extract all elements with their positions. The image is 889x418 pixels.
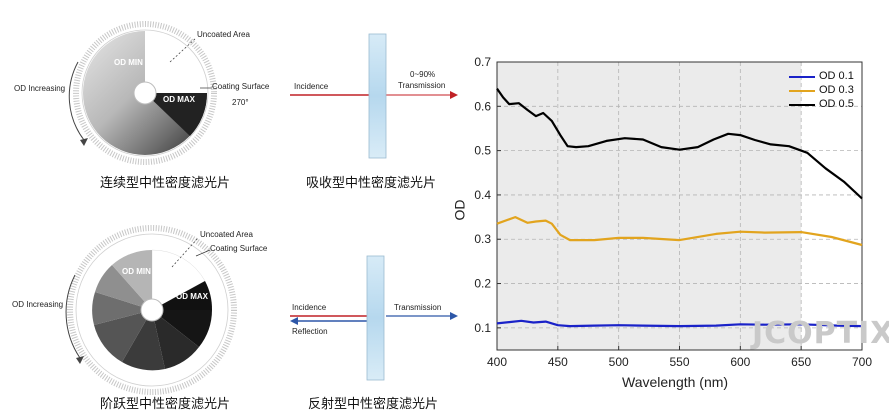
x-tick-label: 550 [669, 355, 689, 369]
absorptive-range-label: 0~90% [410, 70, 436, 79]
stepped-uncoated-label: Uncoated Area [200, 230, 253, 239]
absorptive-filter-plate [368, 33, 387, 159]
y-tick-label: 0.2 [474, 277, 491, 291]
shaded-region [497, 62, 802, 350]
legend-entry: OD 0.5 [783, 98, 863, 112]
absorptive-transmission-label: Transmission [398, 81, 446, 90]
stepped-wheel-graphic [65, 225, 237, 395]
absorptive-incidence-label: Incidence [294, 82, 329, 91]
x-tick-label: 400 [487, 355, 507, 369]
x-tick-label: 500 [609, 355, 629, 369]
y-tick-label: 0.3 [474, 232, 491, 246]
continuous-od-increasing-label: OD Increasing [14, 84, 66, 93]
stepped-caption: 阶跃型中性密度滤光片 [100, 397, 231, 412]
legend-label: OD 0.5 [819, 98, 854, 110]
stepped-od-max-label: OD MAX [176, 292, 208, 301]
stepped-coating-label: Coating Surface [210, 244, 268, 253]
jcoptix-watermark: JCOPTIX [752, 316, 889, 351]
chart-legend: OD 0.1 OD 0.3 OD 0.5 [783, 70, 863, 112]
continuous-coating-label: Coating Surface [212, 82, 270, 91]
absorptive-caption: 吸收型中性密度滤光片 [306, 176, 437, 191]
stepped-od-min-label: OD MIN [122, 267, 151, 276]
x-tick-label: 600 [730, 355, 750, 369]
stepped-nd-diagram: Uncoated Area Coating Surface OD MIN OD … [0, 210, 290, 418]
reflective-incidence-label: Incidence [292, 303, 327, 312]
legend-entry: OD 0.1 [783, 70, 863, 84]
x-tick-label: 700 [852, 355, 872, 369]
continuous-nd-diagram: Uncoated Area OD MIN OD MAX Coating Surf… [0, 0, 290, 200]
y-tick-label: 0.5 [474, 144, 491, 158]
chart-x-label: Wavelength (nm) [622, 374, 729, 390]
reflective-beam-graphic [290, 255, 458, 381]
reflective-nd-diagram: Incidence Transmission Reflection 反射型中性密… [290, 210, 460, 418]
continuous-od-max-label: OD MAX [163, 95, 195, 104]
legend-swatch [789, 76, 815, 78]
y-tick-label: 0.4 [474, 188, 491, 202]
stepped-od-increasing-label: OD Increasing [12, 300, 64, 309]
y-tick-label: 0.1 [474, 321, 491, 335]
continuous-tick-ring [73, 21, 217, 165]
legend-swatch [789, 104, 815, 106]
legend-swatch [789, 90, 815, 92]
y-tick-label: 0.7 [474, 55, 491, 69]
legend-label: OD 0.3 [819, 84, 854, 96]
continuous-wheel-graphic [68, 21, 217, 165]
reflective-transmission-label: Transmission [394, 303, 442, 312]
x-tick-label: 650 [791, 355, 811, 369]
continuous-od-min-label: OD MIN [114, 58, 143, 67]
absorptive-beam-graphic [290, 33, 458, 159]
continuous-uncoated-label: Uncoated Area [197, 30, 250, 39]
continuous-od-arrow [68, 61, 85, 141]
x-tick-label: 450 [548, 355, 568, 369]
y-tick-label: 0.6 [474, 99, 491, 113]
reflective-filter-plate [366, 255, 385, 381]
stepped-od-arrow [65, 274, 81, 359]
reflective-caption: 反射型中性密度滤光片 [308, 397, 439, 412]
continuous-angle-label: 270° [232, 98, 249, 107]
absorptive-nd-diagram: Incidence 0~90% Transmission 吸收型中性密度滤光片 [290, 0, 460, 200]
chart-y-label: OD [451, 199, 468, 221]
series-line-od-0-3 [496, 216, 863, 247]
legend-label: OD 0.1 [819, 70, 854, 82]
reflective-reflection-label: Reflection [292, 327, 328, 336]
stepped-sectors [92, 249, 213, 371]
continuous-caption: 连续型中性密度滤光片 [100, 176, 231, 191]
legend-entry: OD 0.3 [783, 84, 863, 98]
